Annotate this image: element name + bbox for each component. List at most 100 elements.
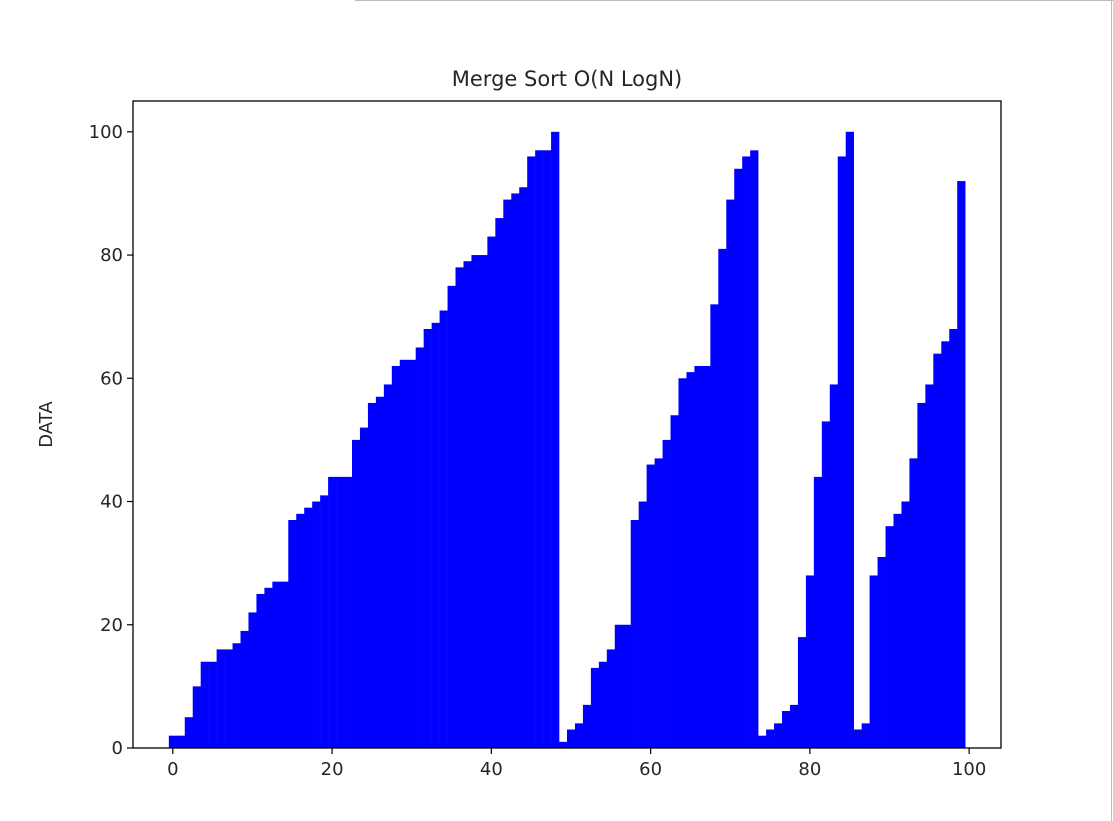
bar <box>240 630 249 748</box>
bar <box>176 735 186 748</box>
bar <box>415 347 424 748</box>
bar <box>893 513 902 748</box>
bar <box>845 131 854 749</box>
bar <box>797 637 807 748</box>
bar <box>750 150 759 749</box>
bar <box>543 150 552 749</box>
bar <box>312 501 321 748</box>
bar <box>487 236 496 749</box>
bar <box>439 310 448 748</box>
bar <box>710 304 719 748</box>
y-axis-ticks: 0 20 40 60 80 100 <box>89 122 133 759</box>
bar <box>941 341 950 748</box>
bar <box>511 193 520 748</box>
y-tick-label: 80 <box>100 245 123 266</box>
bar <box>901 501 910 748</box>
bar <box>805 575 815 748</box>
bar <box>383 384 393 748</box>
bar <box>559 741 568 748</box>
bar <box>702 365 711 748</box>
bar <box>582 704 592 748</box>
bar <box>447 285 456 748</box>
bar <box>606 649 616 748</box>
bar <box>407 359 416 748</box>
bar <box>789 704 799 748</box>
plot-area-frame <box>132 100 1002 749</box>
bar <box>742 156 751 748</box>
bar <box>829 384 839 748</box>
bar <box>734 168 743 748</box>
x-tick-label: 80 <box>798 759 821 780</box>
bar <box>224 649 233 748</box>
bar <box>662 439 671 748</box>
bar <box>455 267 464 748</box>
y-tick-label: 60 <box>100 368 123 389</box>
bar <box>925 384 934 748</box>
bar <box>813 476 823 748</box>
bar <box>869 575 878 748</box>
y-tick-label: 0 <box>112 738 123 759</box>
x-tick-label: 60 <box>639 759 662 780</box>
bar <box>248 612 257 748</box>
bar <box>232 643 241 748</box>
bar <box>256 593 265 748</box>
bar <box>535 150 544 749</box>
bar <box>527 156 536 748</box>
screenshot-border-right <box>1111 0 1112 821</box>
bar <box>678 378 687 748</box>
bar <box>216 649 225 748</box>
bar <box>933 353 942 748</box>
bar <box>766 729 775 748</box>
bar <box>837 156 847 748</box>
bar <box>758 735 767 748</box>
bar <box>479 255 488 749</box>
x-tick-label: 0 <box>167 759 178 780</box>
bar <box>328 476 337 748</box>
bar <box>630 520 639 748</box>
bar <box>598 661 608 748</box>
bar <box>917 402 926 748</box>
bar <box>646 464 655 748</box>
bar <box>336 476 345 748</box>
bar <box>574 723 584 748</box>
bar <box>423 328 432 748</box>
y-tick-label: 100 <box>89 122 123 143</box>
bar <box>391 365 401 748</box>
bar <box>718 248 727 748</box>
bar <box>853 729 862 748</box>
y-tick-label: 40 <box>100 492 123 513</box>
bar <box>375 396 385 748</box>
bar <box>184 717 194 748</box>
x-tick-label: 20 <box>321 759 344 780</box>
bar <box>304 507 313 748</box>
chart-title: Merge Sort O(N LogN) <box>452 67 682 91</box>
bar <box>957 181 966 749</box>
bar <box>782 711 791 748</box>
bar <box>909 458 918 748</box>
bar <box>567 729 576 748</box>
bar <box>288 520 297 748</box>
y-axis-label: DATA <box>36 401 57 448</box>
bar <box>590 667 600 748</box>
bar <box>320 495 329 748</box>
bar <box>272 581 281 748</box>
bar <box>168 735 178 748</box>
screenshot-border-top <box>355 0 1113 1</box>
x-tick-label: 100 <box>952 759 986 780</box>
bar <box>192 686 201 748</box>
bar <box>774 723 783 748</box>
bar <box>726 199 735 749</box>
bar <box>264 587 273 748</box>
bar <box>399 359 409 748</box>
x-axis-ticks: 0 20 40 60 80 100 <box>167 748 986 780</box>
bar <box>622 624 632 748</box>
bar <box>694 365 703 748</box>
bar <box>821 421 831 748</box>
bar <box>861 723 870 748</box>
bar <box>670 415 679 748</box>
bar <box>367 402 377 748</box>
bar <box>280 581 289 748</box>
bar <box>359 427 369 748</box>
bar <box>654 458 663 748</box>
